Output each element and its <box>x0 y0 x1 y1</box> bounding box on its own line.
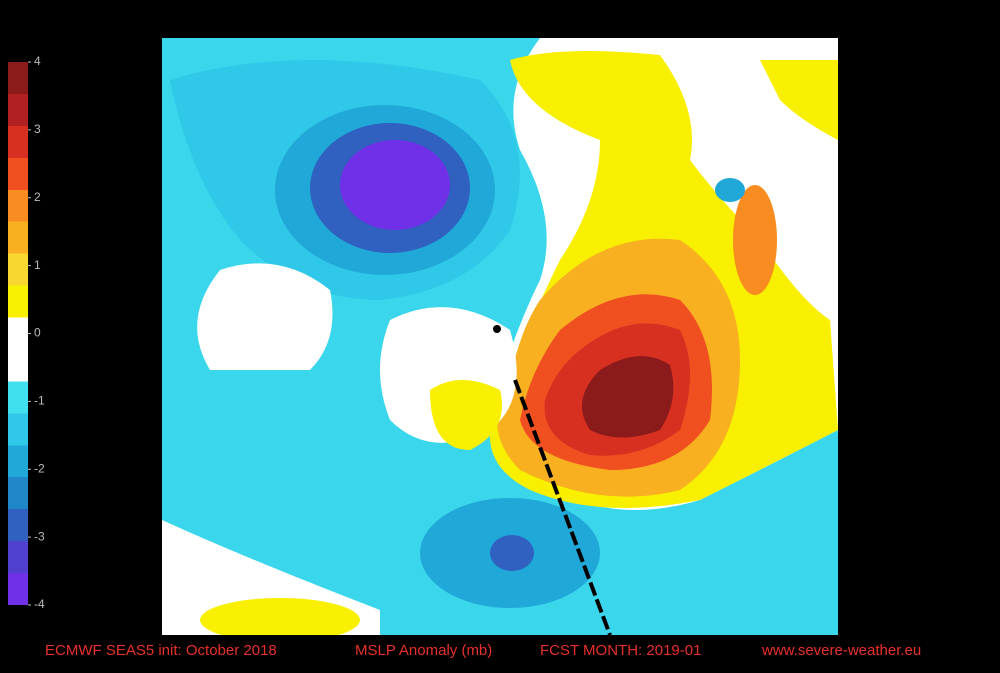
tick-label: -3 <box>34 529 45 543</box>
colorbar <box>8 62 28 605</box>
footer-text: FCST MONTH: 2019-01 <box>540 642 701 659</box>
footer-text: ECMWF SEAS5 init: October 2018 <box>45 642 277 659</box>
footer-text: www.severe-weather.eu <box>761 642 921 659</box>
tick-label: 0 <box>34 326 41 340</box>
tick-label: -2 <box>34 461 45 475</box>
footer-text: MSLP Anomaly (mb) <box>355 642 492 659</box>
map <box>162 38 838 635</box>
tick-label: -1 <box>34 394 45 408</box>
tick-label: -4 <box>34 597 45 611</box>
footer: ECMWF SEAS5 init: October 2018 MSLP Anoma… <box>45 642 921 659</box>
tick-label: 3 <box>34 122 41 136</box>
tick-label: 2 <box>34 190 41 204</box>
tick-label: 4 <box>34 54 41 68</box>
tick-label: 1 <box>34 258 41 272</box>
colorbar-ticks: 4 3 2 1 0 -1 -2 -3 -4 <box>28 54 45 611</box>
